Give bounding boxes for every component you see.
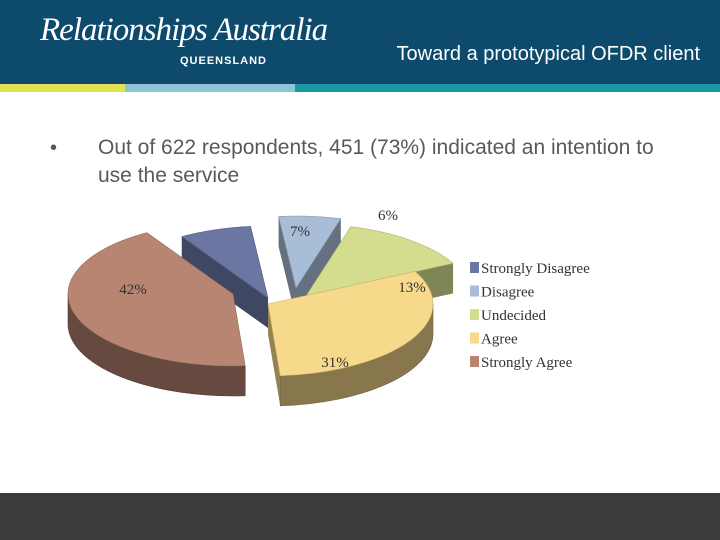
pie-slice-strongly-agree	[67, 232, 246, 367]
pie-slice-edge-disagree	[278, 216, 296, 318]
pie-slice-strongly-disagree	[181, 226, 269, 299]
pie-slice-edge-strongly-disagree	[181, 236, 268, 328]
accent-strip-teal	[295, 84, 720, 92]
logo-subtitle: QUEENSLAND	[180, 55, 268, 67]
legend-label-disagree: Disagree	[481, 285, 535, 301]
pie-slice-undecided	[305, 226, 454, 297]
legend-swatch-strongly-disagree	[470, 262, 479, 273]
pie-slice-agree	[267, 271, 434, 377]
legend-swatch-strongly-agree	[470, 356, 479, 367]
logo-wordmark: Relationships Australia	[40, 12, 328, 48]
slice-label-strongly-agree: 42%	[119, 282, 147, 298]
legend-swatch-agree	[470, 332, 479, 344]
bullet-text: Out of 622 respondents, 451 (73%) indica…	[98, 136, 654, 187]
legend-label-strongly-agree: Strongly Agree	[481, 355, 573, 371]
footer-bar	[0, 493, 720, 540]
accent-strip-lightblue	[125, 84, 295, 92]
legend-swatch-undecided	[470, 309, 479, 320]
bullet-marker: •	[50, 137, 58, 159]
legend-label-undecided: Undecided	[481, 308, 546, 324]
pie-chart: 7% 6% 13% 31% 42% Strongly Disagree Disagree Un…	[67, 208, 590, 407]
pie-slice-edge-disagree	[296, 218, 341, 318]
slice-label-agree: 31%	[321, 355, 349, 371]
accent-strip-yellow	[0, 84, 125, 92]
pie-slice-disagree	[278, 215, 342, 289]
slice-label-disagree: 6%	[378, 208, 398, 224]
slice-label-strongly-disagree: 7%	[290, 224, 310, 240]
legend-label-strongly-disagree: Strongly Disagree	[481, 261, 590, 277]
slide-title: Toward a prototypical OFDR client	[396, 43, 700, 65]
legend-swatch-disagree	[470, 285, 479, 297]
legend-label-agree: Agree	[481, 332, 518, 348]
header-bar: Relationships Australia QUEENSLAND Towar…	[0, 0, 720, 84]
slice-label-undecided: 13%	[398, 280, 426, 296]
